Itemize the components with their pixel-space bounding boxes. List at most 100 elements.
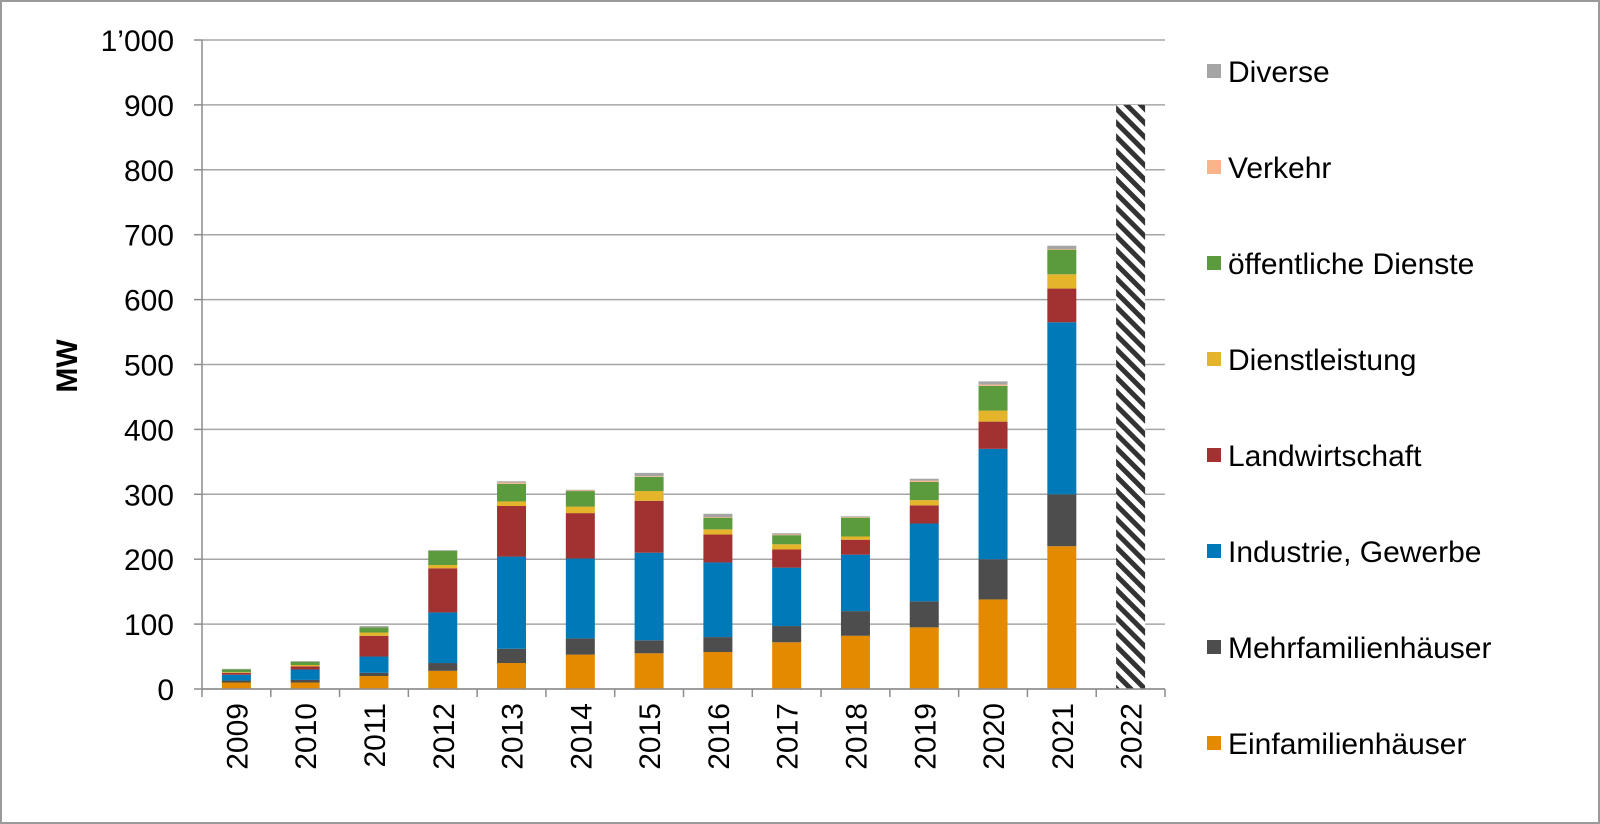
legend-label: Industrie, Gewerbe <box>1228 536 1481 569</box>
y-tick-label: 0 <box>157 674 174 707</box>
bar-segment <box>1047 546 1077 689</box>
bar-segment <box>359 676 389 689</box>
bar-segment <box>634 552 664 641</box>
bar-segment <box>840 554 870 612</box>
bar-segment <box>634 476 664 477</box>
bar-segment <box>428 565 458 569</box>
bar-segment <box>497 663 527 689</box>
legend-label: öffentliche Dienste <box>1228 248 1474 281</box>
x-tick-label: 2012 <box>428 703 461 770</box>
bar-segment <box>221 672 251 673</box>
bar-segment <box>840 536 870 540</box>
bar-segment <box>703 637 733 653</box>
bar-segment <box>978 599 1008 689</box>
bar-segment <box>290 664 320 667</box>
bar-segment <box>428 612 458 664</box>
bar-segment <box>909 601 939 628</box>
x-tick-label: 2011 <box>359 703 392 768</box>
bar-segment <box>1047 245 1077 249</box>
bar-segment <box>703 562 733 638</box>
y-tick-label: 700 <box>124 220 174 253</box>
bar-segment <box>221 672 251 675</box>
bar-segment <box>1047 249 1077 275</box>
bar-segment <box>565 558 595 639</box>
x-tick-label: 2013 <box>497 703 530 770</box>
x-tick-label: 2010 <box>290 703 323 770</box>
y-tick-label: 900 <box>124 90 174 123</box>
bar-segment <box>840 516 870 518</box>
bar-segment <box>909 500 939 506</box>
bar-segment <box>290 661 320 665</box>
bar-segment <box>909 627 939 689</box>
bar-segment <box>497 483 527 502</box>
y-tick-label: 600 <box>124 285 174 318</box>
bar-segment <box>565 506 595 514</box>
x-tick-label: 2018 <box>840 703 873 770</box>
x-tick-label: 2021 <box>1047 703 1080 770</box>
legend-swatch <box>1207 736 1221 750</box>
bar-segment <box>703 534 733 563</box>
x-tick-label: 2015 <box>634 703 667 770</box>
legend-swatch <box>1207 544 1221 558</box>
bar-segment <box>497 501 527 506</box>
bar-segment <box>978 384 1008 386</box>
bar-segment <box>221 680 251 683</box>
bar-segment <box>634 640 664 654</box>
legend-label: Diverse <box>1228 56 1330 89</box>
bar-segment <box>909 480 939 482</box>
bar-segment <box>1047 494 1077 547</box>
bar-segment <box>359 627 389 633</box>
bar-segment <box>221 668 251 670</box>
bar-segment <box>840 517 870 518</box>
bar-segment <box>565 638 595 655</box>
bar-segment <box>772 626 802 643</box>
bar-segment <box>772 533 802 535</box>
bar-segment <box>359 672 389 677</box>
bar-segment <box>359 632 389 636</box>
bar-segment <box>703 517 733 518</box>
y-tick-label: 1’000 <box>101 25 174 58</box>
legend-label: Verkehr <box>1228 152 1331 185</box>
bar-segment <box>565 513 595 559</box>
bar-segment <box>290 679 320 683</box>
y-tick-label: 200 <box>124 544 174 577</box>
gridlines: 0 100 200 300 400 500 600 700 800 900 1’000 <box>101 25 1165 707</box>
bar-segment <box>772 535 802 545</box>
x-tick-label: 2022 <box>1116 703 1149 770</box>
bar-segment <box>290 666 320 670</box>
y-tick-label: 300 <box>124 479 174 512</box>
x-tick-label: 2016 <box>703 703 736 770</box>
bar-segment <box>703 513 733 518</box>
bar-segment <box>634 472 664 477</box>
legend-label: Einfamilienhäuser <box>1228 728 1466 761</box>
bar-segment <box>840 611 870 636</box>
bar-segment <box>634 653 664 689</box>
y-tick-label: 800 <box>124 155 174 188</box>
bar-segment <box>497 648 527 664</box>
bar-segment <box>359 626 389 628</box>
bar-segment <box>909 523 939 602</box>
bar-segment <box>840 635 870 689</box>
bar-segment <box>703 652 733 689</box>
y-tick-label: 500 <box>124 350 174 383</box>
bars <box>221 104 1146 689</box>
bar-segment <box>1047 288 1077 323</box>
x-tick-label: 2017 <box>772 703 805 770</box>
bar-segment <box>1047 322 1077 495</box>
bar-segment <box>772 642 802 689</box>
bar-segment <box>290 661 320 662</box>
bar-segment <box>565 490 595 492</box>
bar-segment <box>221 669 251 673</box>
bar-segment <box>221 674 251 681</box>
y-tick-label: 400 <box>124 414 174 447</box>
bar-segment <box>359 635 389 657</box>
bar-segment <box>978 559 1008 600</box>
legend-label: Dienstleistung <box>1228 344 1416 377</box>
y-axis-label: MW <box>51 339 84 393</box>
legend-label: Landwirtschaft <box>1228 440 1422 473</box>
bar-segment <box>428 670 458 689</box>
bar-segment <box>221 682 251 689</box>
bar-segment <box>703 529 733 535</box>
bar-segment <box>978 410 1008 422</box>
bar-segment <box>359 656 389 673</box>
